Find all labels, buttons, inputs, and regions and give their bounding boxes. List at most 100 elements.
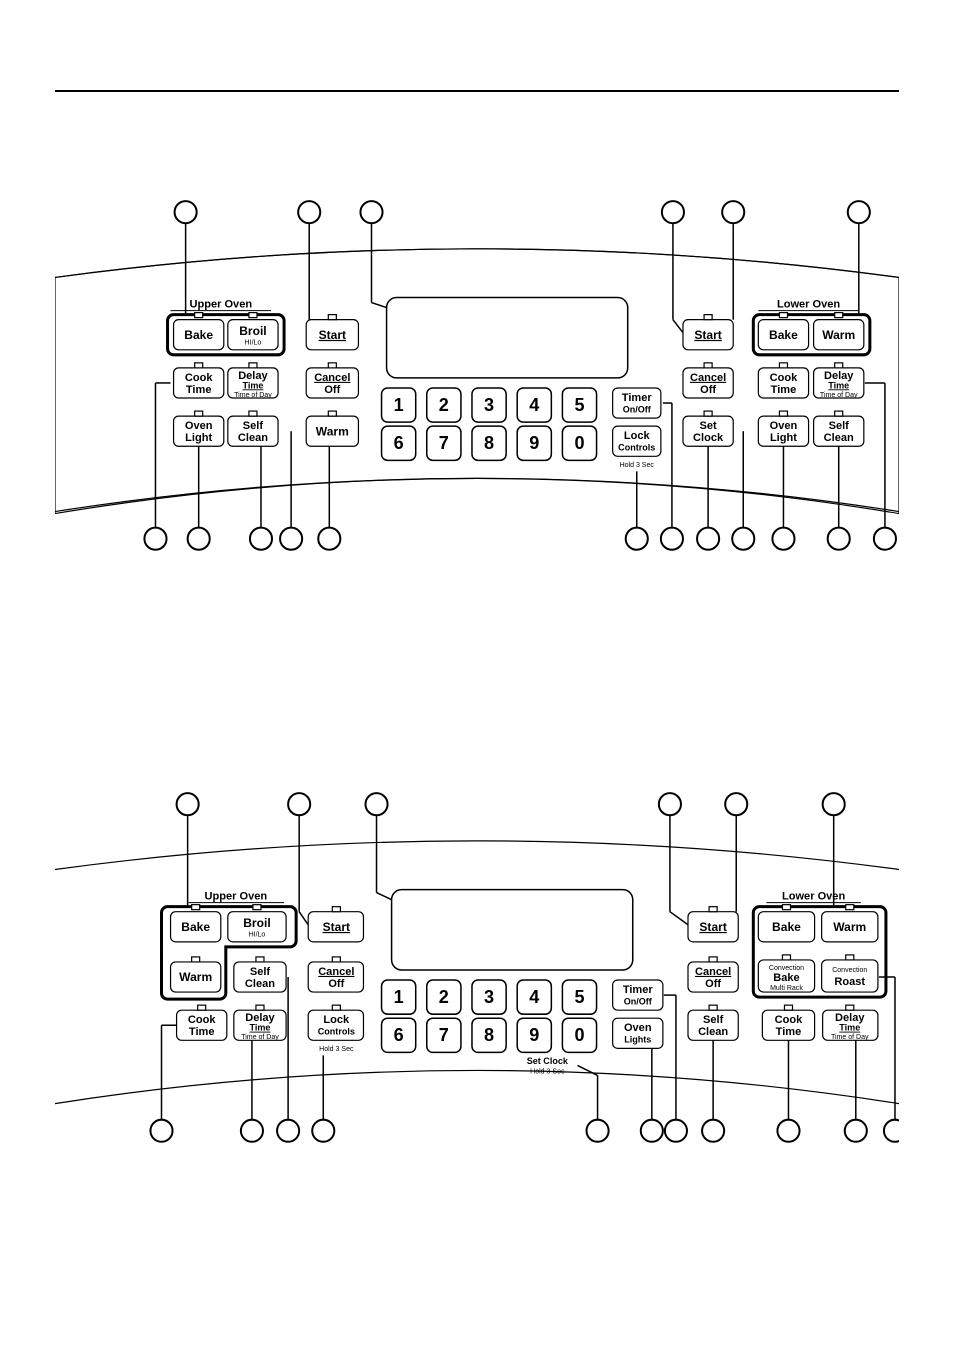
svg-text:Cancel: Cancel (695, 966, 731, 978)
upper-broil-button[interactable]: Broil HI/Lo (228, 320, 278, 350)
svg-text:Cancel: Cancel (690, 372, 726, 384)
upper-ovenlight-button[interactable]: Oven Light (174, 411, 224, 446)
lower-bake-button[interactable]: Bake (758, 905, 814, 942)
svg-text:Warm: Warm (822, 328, 855, 342)
set-clock-label: Set Clock (527, 1056, 569, 1066)
lower-oven-label: Lower Oven (782, 891, 845, 903)
svg-text:Off: Off (328, 978, 344, 990)
lock-controls-button[interactable]: Lock Controls (308, 1005, 363, 1040)
key-9[interactable]: 9 (517, 426, 551, 460)
set-clock-button[interactable]: Set Clock (683, 411, 733, 446)
svg-text:8: 8 (484, 1025, 494, 1045)
upper-delaytime-button[interactable]: Delay Time Time of Day (228, 363, 278, 399)
cancel-lower-button[interactable]: Cancel Off (688, 957, 738, 992)
svg-text:Self: Self (250, 966, 271, 978)
svg-text:Broil: Broil (239, 324, 266, 338)
upper-selfclean-button[interactable]: Self Clean (234, 957, 286, 992)
top-rule (55, 90, 899, 92)
lower-oven-label: Lower Oven (777, 299, 840, 311)
svg-text:Convection: Convection (769, 965, 804, 972)
key-1[interactable]: 1 (382, 388, 416, 422)
key-4[interactable]: 4 (517, 388, 551, 422)
panel2-svg: Upper Oven Bake Broil HI/Lo Warm (55, 764, 899, 1196)
svg-text:Time: Time (839, 1023, 860, 1033)
upper-cooktime-button[interactable]: Cook Time (177, 1005, 227, 1040)
key-5[interactable]: 5 (562, 980, 596, 1014)
svg-text:Warm: Warm (179, 970, 212, 984)
key-4[interactable]: 4 (517, 980, 551, 1014)
timer-button[interactable]: Timer On/Off (613, 388, 661, 418)
lower-selfclean-button[interactable]: Self Clean (688, 1005, 738, 1040)
upper-broil-button[interactable]: Broil HI/Lo (228, 905, 286, 942)
svg-text:0: 0 (574, 1025, 584, 1045)
key-5[interactable]: 5 (562, 388, 596, 422)
key-7[interactable]: 7 (427, 1018, 461, 1052)
cancel-upper-button[interactable]: Cancel Off (308, 957, 363, 992)
upper-delaytime-button[interactable]: Delay Time Time of Day (234, 1005, 286, 1041)
svg-text:Timer: Timer (623, 984, 654, 996)
svg-text:Set: Set (699, 420, 717, 432)
svg-text:Multi Rack: Multi Rack (770, 985, 803, 992)
lower-selfclean-button[interactable]: Self Clean (814, 411, 864, 446)
key-7[interactable]: 7 (427, 426, 461, 460)
key-8[interactable]: 8 (472, 426, 506, 460)
display (387, 298, 628, 378)
key-3[interactable]: 3 (472, 388, 506, 422)
key-2[interactable]: 2 (427, 388, 461, 422)
lower-conv-roast-button[interactable]: Convection Roast (822, 955, 878, 992)
lock-controls-button[interactable]: Lock Controls (613, 426, 661, 456)
svg-text:Light: Light (185, 432, 212, 444)
upper-selfclean-button[interactable]: Self Clean (228, 411, 278, 446)
lower-cooktime-button[interactable]: Cook Time (762, 1005, 814, 1040)
key-6[interactable]: 6 (382, 1018, 416, 1052)
svg-text:Self: Self (243, 420, 264, 432)
lower-conv-bake-button[interactable]: Convection Bake Multi Rack (758, 955, 814, 992)
start-lower-button[interactable]: Start (683, 315, 733, 350)
upper-oven-label: Upper Oven (189, 299, 252, 311)
key-0[interactable]: 0 (562, 1018, 596, 1052)
lower-ovenlight-button[interactable]: Oven Light (758, 411, 808, 446)
lower-delaytime-button[interactable]: Delay Time Time of Day (814, 363, 864, 399)
start-lower-button[interactable]: Start (688, 907, 738, 942)
svg-text:Bake: Bake (773, 972, 799, 984)
svg-text:Lock: Lock (624, 430, 651, 442)
cancel-lower-button[interactable]: Cancel Off (683, 363, 733, 398)
svg-text:Oven: Oven (185, 420, 213, 432)
upper-cooktime-button[interactable]: Cook Time (174, 363, 224, 398)
lower-cooktime-button[interactable]: Cook Time (758, 363, 808, 398)
svg-text:Cook: Cook (185, 372, 213, 384)
warm-upper-button[interactable]: Warm (306, 411, 358, 446)
start-upper-button[interactable]: Start (306, 315, 358, 350)
control-panel-1: Upper Oven Bake Broil HI/Lo Cook Time (55, 182, 899, 604)
upper-warm-button[interactable]: Warm (171, 957, 221, 992)
svg-text:Clock: Clock (693, 432, 724, 444)
upper-bake-button[interactable]: Bake (171, 905, 221, 942)
lock-sub: Hold 3 Sec (319, 1046, 354, 1053)
svg-text:Time: Time (250, 1023, 271, 1033)
key-1[interactable]: 1 (382, 980, 416, 1014)
timer-button[interactable]: Timer On/Off (613, 980, 663, 1010)
svg-text:Oven: Oven (770, 420, 798, 432)
svg-text:Lock: Lock (323, 1014, 350, 1026)
oven-lights-button[interactable]: Oven Lights (613, 1018, 663, 1048)
svg-text:9: 9 (529, 1025, 539, 1045)
display (392, 890, 633, 970)
lower-delaytime-button[interactable]: Delay Time Time of Day (823, 1005, 878, 1041)
svg-text:Timer: Timer (622, 392, 653, 404)
svg-text:Start: Start (699, 920, 726, 934)
svg-text:Cancel: Cancel (318, 966, 354, 978)
key-6[interactable]: 6 (382, 426, 416, 460)
key-9[interactable]: 9 (517, 1018, 551, 1052)
upper-bake-button[interactable]: Bake (174, 320, 224, 350)
key-2[interactable]: 2 (427, 980, 461, 1014)
cancel-upper-button[interactable]: Cancel Off (306, 363, 358, 398)
svg-text:9: 9 (529, 433, 539, 453)
start-upper-button[interactable]: Start (308, 907, 363, 942)
svg-text:Time: Time (828, 380, 849, 390)
key-3[interactable]: 3 (472, 980, 506, 1014)
svg-text:1: 1 (394, 987, 404, 1007)
key-8[interactable]: 8 (472, 1018, 506, 1052)
svg-text:Time: Time (242, 380, 263, 390)
key-0[interactable]: 0 (562, 426, 596, 460)
lower-warm-button[interactable]: Warm (822, 905, 878, 942)
